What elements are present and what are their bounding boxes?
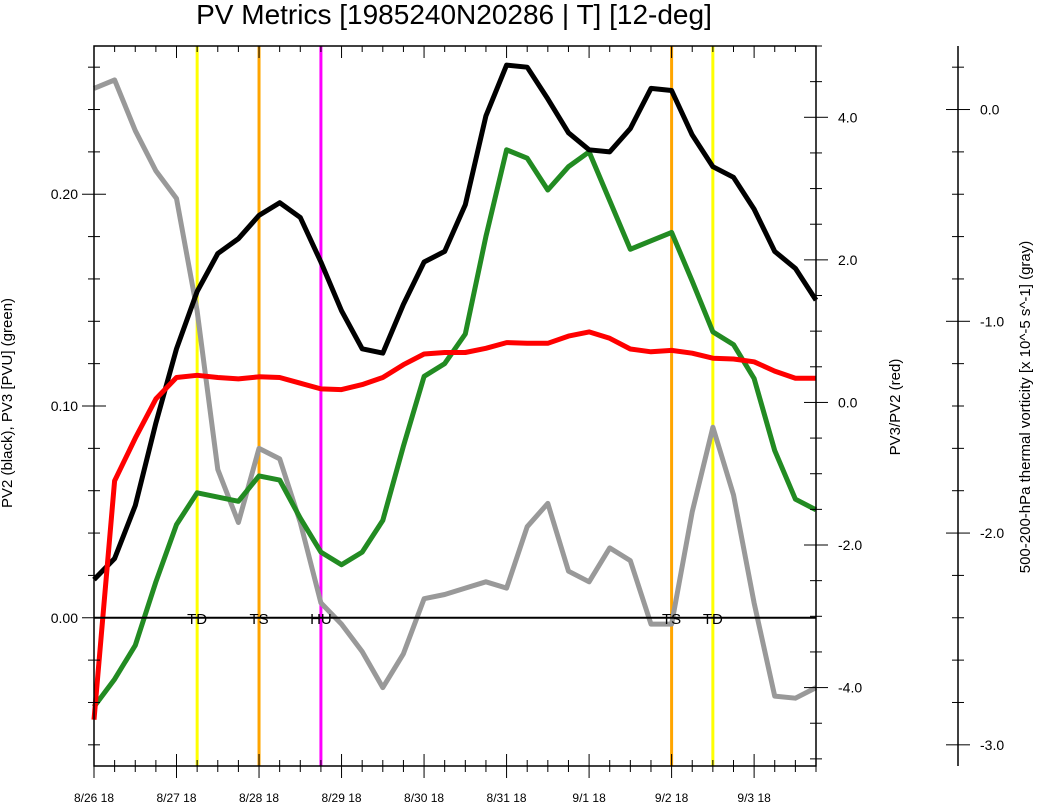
event-lines [195, 46, 715, 766]
x-tick-label: 9/3 18 [737, 791, 771, 805]
x-tick-label: 8/31 18 [487, 791, 527, 805]
left-tick-label: 0.00 [51, 610, 78, 626]
left-axis: 0.00 0.10 0.20 [51, 66, 106, 746]
event-labels: TD TS HU TS TD [187, 611, 723, 628]
event-label-4: TD [703, 611, 723, 628]
left-axis-title: PV2 (black), PV3 [PVU] (green) [0, 298, 16, 508]
right1-tick-label: 4.0 [838, 109, 858, 125]
x-tick-label: 8/28 18 [239, 791, 279, 805]
series-line-2 [91, 329, 816, 720]
right2-tick-label: -1.0 [980, 313, 1004, 329]
series-line-3 [93, 77, 818, 701]
right1-tick-label: -2.0 [838, 537, 862, 553]
plot-frame [93, 0, 817, 805]
bottom-mask [94, 767, 816, 805]
x-axis: 8/26 18 8/27 18 8/28 18 8/29 18 8/30 18 8/31 … [74, 46, 817, 805]
series-line-1 [91, 147, 818, 709]
right1-tick-label: 0.0 [838, 394, 858, 410]
right2-tick-label: 0.0 [980, 102, 1000, 118]
top-mask [94, 0, 816, 45]
series-line-0 [92, 62, 819, 582]
right2-tick-label: -3.0 [980, 737, 1004, 753]
event-label-2: HU [310, 611, 332, 628]
chart-title: PV Metrics [1985240N20286 | T] [12-deg] [196, 0, 712, 30]
x-tick-label: 8/27 18 [156, 791, 196, 805]
series-lines [91, 62, 819, 720]
event-label-1: TS [249, 611, 268, 628]
x-tick-label: 8/26 18 [74, 791, 114, 805]
event-label-0: TD [187, 611, 207, 628]
x-tick-label: 9/1 18 [572, 791, 606, 805]
x-tick-label: 8/30 18 [404, 791, 444, 805]
right1-tick-label: 2.0 [838, 252, 858, 268]
right2-tick-label: -2.0 [980, 525, 1004, 541]
right-axis-2-title: 500-200-hPa thermal vorticity [x 10^-5 s… [1017, 241, 1034, 574]
left-tick-label: 0.20 [51, 186, 78, 202]
right1-tick-label: -4.0 [838, 680, 862, 696]
left-tick-label: 0.10 [51, 398, 78, 414]
event-label-3: TS [662, 611, 681, 628]
right-axis-ratio: -4.0 -2.0 0.0 2.0 4.0 [804, 45, 862, 760]
x-tick-label: 8/29 18 [322, 791, 362, 805]
right-axis-vorticity: -3.0 -2.0 -1.0 0.0 [946, 46, 1004, 766]
right-axis-1-title: PV3/PV2 (red) [887, 359, 904, 456]
x-tick-label: 9/2 18 [655, 791, 689, 805]
plot-border [93, 45, 817, 767]
